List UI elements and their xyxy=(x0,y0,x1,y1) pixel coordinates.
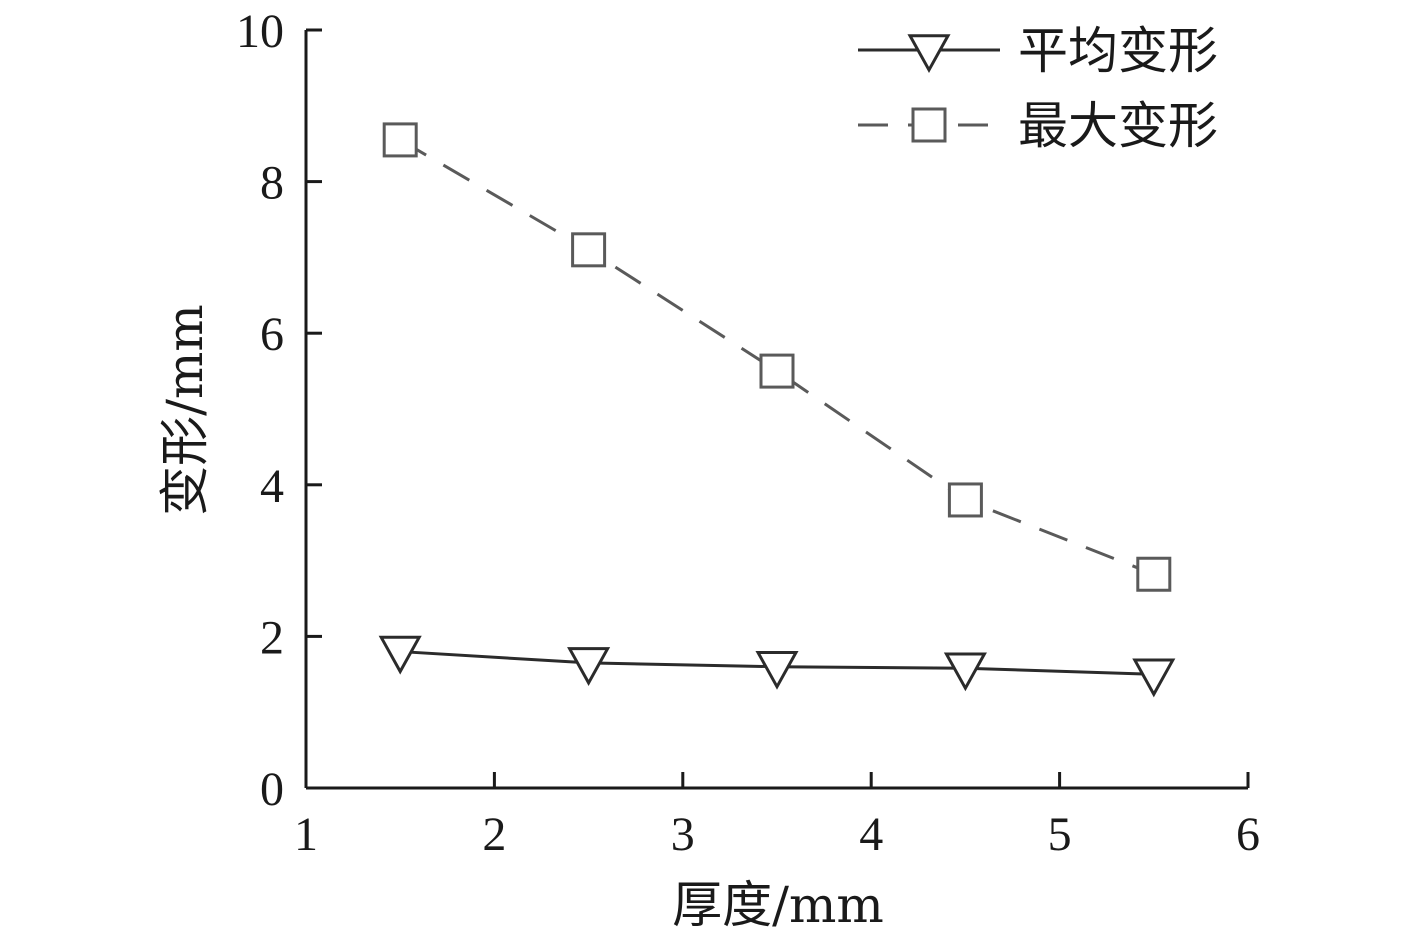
data-point xyxy=(1136,556,1172,592)
x-tick-label: 5 xyxy=(1048,808,1072,861)
data-point xyxy=(759,353,795,389)
data-point xyxy=(567,647,611,686)
x-tick-label: 3 xyxy=(671,808,695,861)
data-point xyxy=(755,650,799,690)
series-group xyxy=(378,122,1176,698)
y-tick-label: 0 xyxy=(260,763,284,816)
legend-marker xyxy=(907,34,951,74)
data-point xyxy=(947,482,983,518)
y-tick-label: 2 xyxy=(260,611,284,664)
y-axis-title: 变形/mm xyxy=(156,304,214,516)
data-point xyxy=(378,635,422,675)
y-tick-label: 4 xyxy=(260,460,284,513)
legend-entry: 平均变形 xyxy=(858,22,1218,80)
series-max-deformation xyxy=(382,122,1172,592)
x-tick-label: 2 xyxy=(482,808,506,861)
data-point xyxy=(943,652,987,692)
data-point xyxy=(382,122,418,158)
y-tick-label: 8 xyxy=(260,157,284,210)
legend-entry: 最大变形 xyxy=(858,97,1218,155)
legend-label: 最大变形 xyxy=(1018,97,1218,155)
x-axis-title: 厚度/mm xyxy=(672,876,884,934)
y-tick-label: 10 xyxy=(236,5,284,58)
data-point xyxy=(571,232,607,268)
data-point xyxy=(1132,658,1176,698)
x-tick-label: 4 xyxy=(859,808,883,861)
y-tick-label: 6 xyxy=(260,308,284,361)
x-tick-label: 6 xyxy=(1236,808,1260,861)
series-average-deformation xyxy=(378,635,1176,698)
legend-label: 平均变形 xyxy=(1018,22,1218,80)
x-tick-label: 1 xyxy=(294,808,318,861)
legend-marker xyxy=(911,107,947,143)
axes: 1 2 3 4 5 6 0 2 4 6 8 10 xyxy=(236,5,1260,861)
